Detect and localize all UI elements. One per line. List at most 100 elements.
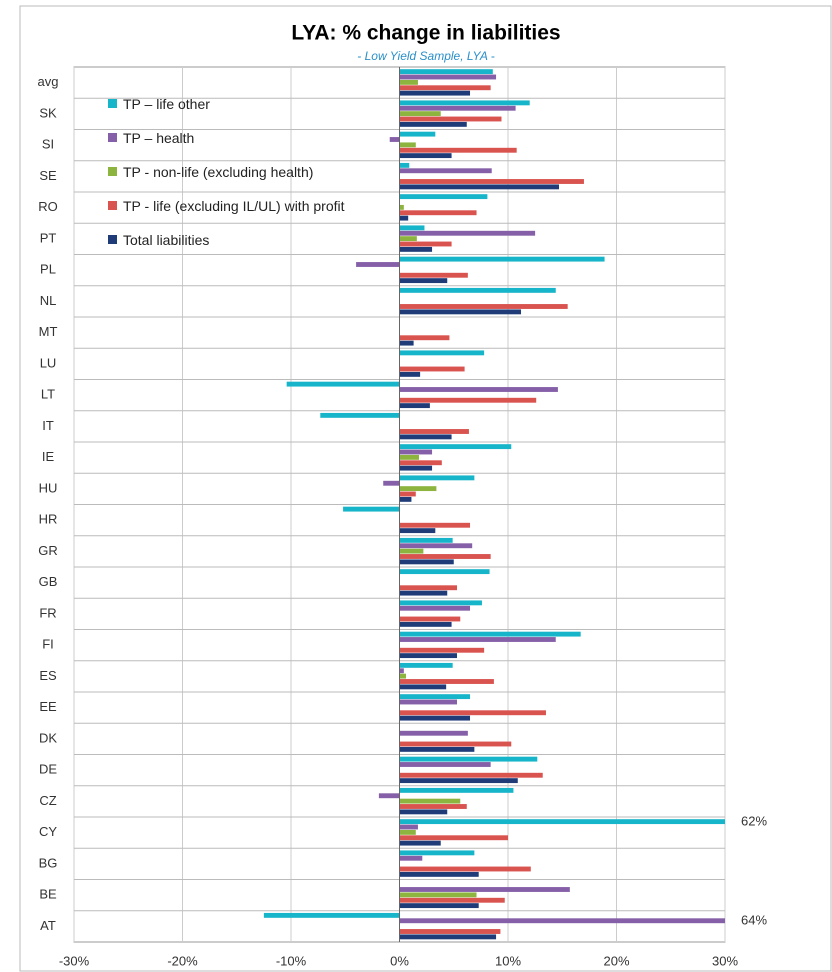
bar [399,496,412,502]
chart-title: LYA: % change in liabilities [291,22,560,45]
legend-label: TP – life other [123,96,210,112]
y-tick-label: FR [39,605,56,620]
bar [399,105,516,111]
bar [399,366,465,372]
bar [399,730,468,736]
bar [399,741,512,747]
bar [320,412,400,418]
bar [399,210,477,216]
y-tick-label: CY [39,824,57,839]
legend-swatch [108,99,117,108]
x-tick-label: -30% [59,953,90,968]
bar [399,710,546,716]
y-tick-label: HR [39,512,58,527]
y-tick-label: DE [39,762,57,777]
bar [399,694,471,700]
bar [399,892,477,898]
bar [399,772,543,778]
bar [399,335,450,341]
y-tick-label: RO [38,199,58,214]
bar [399,679,494,684]
bar [399,778,518,784]
y-tick-label: ES [39,668,57,683]
bar [399,304,568,309]
bar [399,153,452,159]
bar [263,912,400,918]
legend-entry: Total liabilities [108,230,348,250]
bar [399,756,538,762]
bar [399,100,530,106]
bar [399,746,475,752]
bar [399,162,410,168]
bar [399,403,430,409]
bar [399,74,497,80]
legend-entry: TP - life (excluding IL/UL) with profit [108,196,348,216]
x-tick-label: -20% [167,953,198,968]
bar [399,121,467,127]
bar [399,668,404,674]
bar [399,465,433,471]
x-tick-label: 30% [712,953,738,968]
bar [399,90,471,96]
bar [399,340,414,346]
y-tick-label: GR [38,543,58,558]
y-tick-label: DK [39,730,57,745]
bar [399,569,490,575]
bar [399,554,491,559]
bar [399,194,488,200]
bar [399,559,454,565]
bar [286,381,400,387]
bar [378,793,400,799]
bar [399,230,536,236]
bar [399,918,725,924]
bar [399,637,556,642]
bar [399,866,531,872]
bar [399,887,570,892]
bar [399,215,409,221]
bar [399,798,461,804]
bar [399,819,725,825]
legend-entry: TP – life other [108,94,348,114]
legend-entry: TP - non-life (excluding health) [108,162,348,182]
y-tick-label: BE [39,887,57,902]
y-tick-label: MT [39,324,58,339]
bar [399,855,423,861]
bar [399,621,452,627]
bar [399,309,522,315]
bar [399,204,404,210]
bar [343,506,400,512]
bar [399,116,502,122]
x-tick-label: -10% [276,953,307,968]
y-tick-label: FI [42,637,54,652]
legend-label: TP – health [123,130,195,146]
bar [399,168,492,174]
data-label: 64% [741,912,767,927]
y-tick-label: PT [40,230,57,245]
bar [399,444,512,450]
bar [399,647,485,653]
bar [399,590,448,596]
bar [399,454,420,460]
bar [399,225,425,231]
bar [399,460,442,466]
bar [399,528,436,534]
bars [263,69,725,940]
bar [399,85,491,91]
bar [399,179,584,184]
x-tick-label: 20% [603,953,629,968]
bar [399,278,448,284]
y-tick-label: SE [39,168,57,183]
legend-swatch [108,167,117,176]
chart-subtitle: - Low Yield Sample, LYA - [357,49,494,63]
bar [399,537,453,543]
bar [399,787,514,793]
bar [399,429,469,434]
bar [399,835,508,841]
legend-swatch [108,235,117,244]
y-tick-label: SK [39,105,57,120]
legend-swatch [108,133,117,142]
y-tick-label: NL [40,293,57,308]
bar [399,236,417,242]
